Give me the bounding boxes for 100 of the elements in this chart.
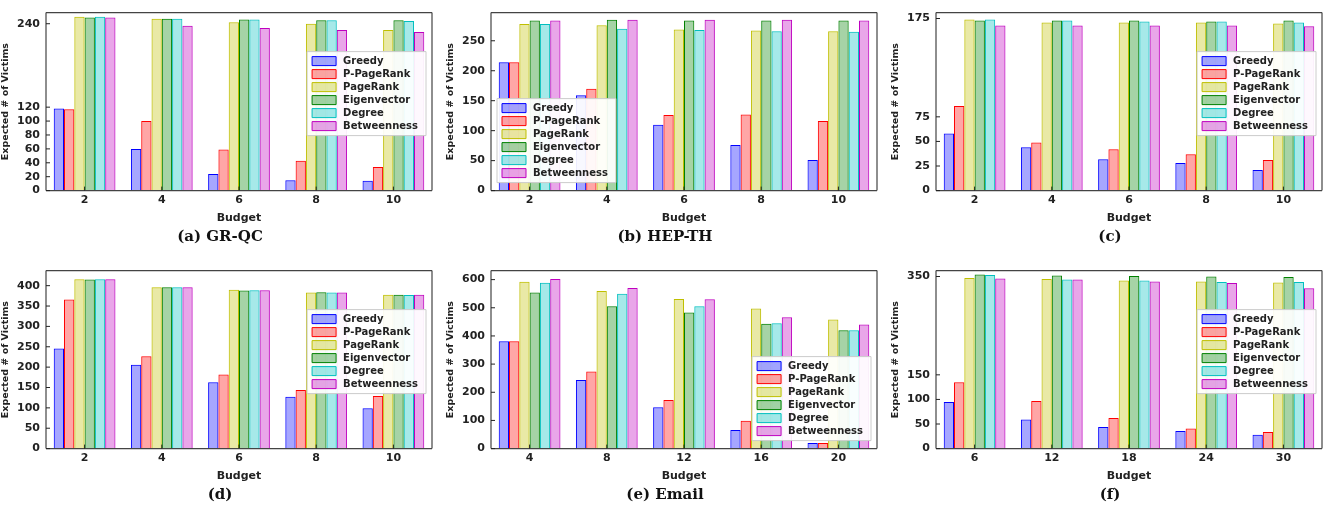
y-tick-label: 300 [17,319,41,333]
x-tick-label: 10 [385,451,402,465]
y-tick-label: 300 [462,356,486,370]
x-tick-label: 2 [525,193,534,207]
legend-label: Degree [1233,107,1275,119]
bar [259,27,270,191]
y-tick-label: 60 [24,141,41,155]
x-tick-label: 8 [312,193,321,207]
x-tick-label: 6 [680,193,689,207]
y-tick-label: 100 [17,400,41,414]
x-tick-label: 4 [525,451,534,465]
y-tick-label: 100 [907,392,931,406]
x-tick-label: 4 [602,193,611,207]
x-tick-label: 8 [1202,193,1211,207]
bar [250,291,259,449]
bar [1098,426,1109,449]
y-tick-label: 175 [907,11,930,25]
bar [695,307,704,449]
y-tick-label: 100 [17,113,41,127]
bar [807,160,818,191]
legend-label: P-PageRank [1233,68,1301,80]
legend-label: Degree [533,154,574,166]
bar [295,389,306,449]
bar [1051,275,1063,449]
legend-label: Eigenvector [343,352,411,364]
y-tick-label: 350 [17,298,41,312]
legend-label: PageRank [1233,339,1290,351]
bar [1140,22,1149,191]
bar [654,408,663,449]
bar [663,399,674,449]
legend-label: Degree [788,412,830,424]
bar [975,21,984,191]
legend-label: PageRank [533,128,590,140]
y-tick-label: 50 [914,134,931,148]
bar [141,121,152,191]
x-tick-label: 6 [235,193,244,207]
y-tick-label: 0 [477,183,486,197]
x-tick-label: 6 [970,451,979,465]
bar [260,291,269,449]
bar [684,20,695,191]
bar [1140,281,1149,449]
x-axis-title: Budget [216,469,262,483]
y-tick-label: 50 [469,153,486,167]
bar [130,148,142,191]
bar [75,17,84,191]
y-tick-label: 0 [477,441,486,455]
bar [219,150,228,191]
bar [1020,419,1032,449]
x-tick-label: 10 [385,193,402,207]
bar [617,293,628,449]
bar [228,289,239,449]
bar [964,277,975,449]
y-tick-label: 150 [17,380,41,394]
legend-label: P-PageRank [533,115,601,127]
x-tick-label: 4 [157,451,166,465]
y-axis-title: Expected # of Victims [444,42,456,161]
bar [173,288,182,449]
y-axis-title: Expected # of Victims [889,300,901,419]
bar [94,16,106,191]
bar [372,166,384,191]
legend-label: P-PageRank [343,68,411,80]
legend-label: Greedy [343,313,384,325]
y-tick-label: 80 [24,127,41,141]
bar [509,341,520,449]
legend-label: PageRank [343,81,400,93]
bar [694,29,705,191]
legend-label: PageRank [788,386,845,398]
bar [1099,160,1108,191]
bar [228,22,239,191]
bar [705,300,714,449]
bar [839,21,848,191]
bar [1063,280,1072,449]
bar [1109,150,1118,191]
y-tick-label: 200 [17,359,41,373]
legend-label: PageRank [1233,81,1290,93]
y-tick-label: 100 [462,123,486,137]
legend-label: Greedy [1233,55,1274,67]
legend-label: Eigenvector [343,94,411,106]
legend-label: Eigenvector [533,141,601,153]
bar [1031,400,1042,449]
bar [1020,147,1032,191]
x-tick-label: 12 [676,451,692,465]
bar [1063,21,1072,191]
bar [1150,26,1159,191]
bar [1032,143,1041,191]
bar [85,18,94,191]
bar [817,121,829,191]
y-tick-label: 0 [32,183,41,197]
bar [975,275,984,449]
y-tick-label: 25 [914,158,930,172]
bar [741,115,750,191]
bar [730,430,741,449]
text: (c) [1097,227,1123,245]
y-tick-label: 0 [922,441,931,455]
bar [53,108,65,191]
x-axis-title: Budget [661,469,707,483]
legend-label: P-PageRank [788,373,856,385]
bar [848,31,859,191]
y-axis-title: Expected # of Victims [0,42,11,161]
bar [684,312,695,449]
